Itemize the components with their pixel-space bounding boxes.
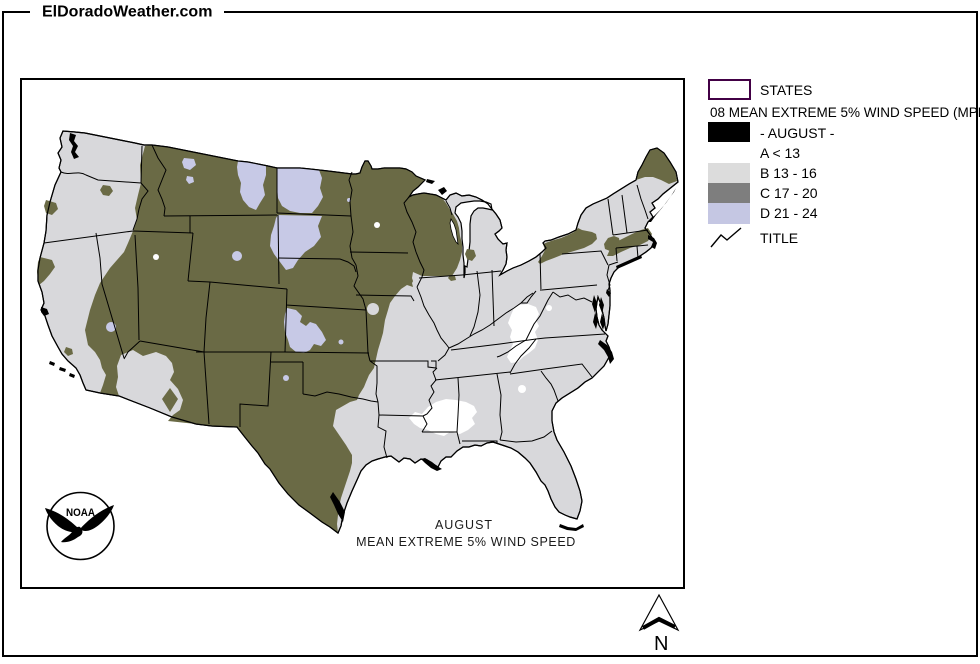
svg-text:B 13 - 16: B 13 - 16: [760, 165, 817, 181]
svg-text:ElDoradoWeather.com: ElDoradoWeather.com: [42, 4, 212, 21]
svg-text:D 21 - 24: D 21 - 24: [760, 205, 818, 221]
svg-text:TITLE: TITLE: [760, 230, 798, 246]
svg-text:STATES: STATES: [760, 82, 812, 98]
svg-text:08 MEAN EXTREME 5% WIND SPEED: 08 MEAN EXTREME 5% WIND SPEED (MPH): [710, 105, 980, 120]
svg-text:N: N: [654, 633, 668, 655]
svg-text:- AUGUST -: - AUGUST -: [760, 125, 835, 141]
svg-text:MEAN EXTREME 5% WIND SPEED: MEAN EXTREME 5% WIND SPEED: [356, 535, 576, 549]
svg-text:NOAA: NOAA: [66, 507, 95, 519]
svg-text:C 17 - 20: C 17 - 20: [760, 185, 818, 201]
svg-text:A < 13: A < 13: [760, 145, 800, 161]
svg-text:AUGUST: AUGUST: [435, 518, 493, 532]
